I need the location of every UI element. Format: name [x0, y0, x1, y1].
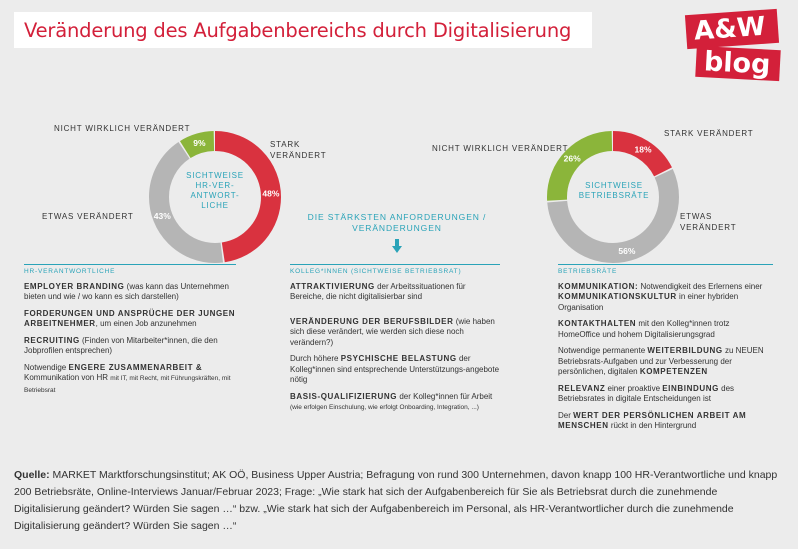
br-label-stark: STARK VERÄNDERT	[664, 129, 754, 138]
list-item: KOMMUNIKATION: Notwendigkeit des Erlerne…	[558, 281, 763, 312]
donut-slice	[149, 131, 281, 263]
infographic-panel: 48% 43% 9% NICHT WIRKLICH VERÄNDERT STARK …	[14, 112, 784, 452]
donut-slice-label: 56%	[618, 246, 635, 256]
donut-slice-label: 43%	[154, 211, 171, 221]
page-title: Veränderung des Aufgabenbereichs durch D…	[24, 19, 572, 42]
hr-center-label: SICHTWEISE HR-VER- ANTWORT- LICHE	[178, 171, 252, 211]
hr-label-stark-2: VERÄNDERT	[270, 151, 327, 160]
br-center-line: BETRIEBSRÄTE	[578, 191, 650, 200]
donut-slice-label: 9%	[193, 138, 206, 148]
col-hr-head: HR-VERANTWORTLICHE	[24, 264, 236, 278]
br-label-etwas-2: VERÄNDERT	[680, 223, 737, 232]
mid-heading-line: DIE STÄRKSTEN ANFORDERUNGEN /	[307, 212, 487, 222]
list-item: FORDERUNGEN UND ANSPRÜCHE DER JUNGEN ARB…	[24, 308, 236, 329]
br-label-nicht: NICHT WIRKLICH VERÄNDERT	[432, 144, 569, 153]
aw-blog-logo[interactable]: A&W blog	[682, 8, 782, 82]
hr-label-etwas: ETWAS VERÄNDERT	[42, 212, 134, 221]
donut-chart-hr: 48% 43% 9%	[149, 131, 281, 263]
list-item: BASIS-QUALIFIZIERUNG der Kolleg*innen fü…	[290, 391, 493, 412]
list-item: ATTRAKTIVIERUNG der Arbeitssituationen f…	[290, 281, 466, 302]
hr-label-nicht: NICHT WIRKLICH VERÄNDERT	[54, 124, 191, 133]
col-betriebsraete-head: BETRIEBSRÄTE	[558, 264, 773, 278]
col-kolleginnen: KOLLEG*INNEN (SICHTWEISE BETRIEBSRAT) AT…	[290, 264, 500, 420]
list-item: Durch höhere PSYCHISCHE BELASTUNG der Ko…	[290, 354, 500, 384]
donut-chart-br: 18% 56% 26%	[547, 131, 679, 263]
logo-top: A&W	[684, 8, 780, 50]
logo-bottom: blog	[695, 45, 781, 82]
source-text: MARKET Marktforschungsinstitut; AK OÖ, B…	[14, 469, 778, 532]
hr-center-line: ANTWORT-	[190, 191, 240, 200]
list-item: RECRUITING (Finden von Mitarbeiter*innen…	[24, 335, 218, 356]
donut-slice	[149, 131, 281, 263]
list-item: RELEVANZ einer proaktive EINBINDUNG des …	[558, 383, 735, 404]
donut-slice-label: 18%	[634, 145, 651, 155]
hr-center-line: HR-VER-	[195, 181, 235, 190]
hr-label-stark-1: STARK	[270, 140, 301, 149]
br-label-etwas-1: ETWAS	[680, 212, 713, 221]
mid-heading: DIE STÄRKSTEN ANFORDERUNGEN / VERÄNDERUN…	[302, 212, 492, 234]
hr-center-line: LICHE	[201, 201, 229, 210]
col-hr: HR-VERANTWORTLICHE EMPLOYER BRANDING (wa…	[24, 264, 236, 402]
list-item: Notwendige permanente WEITERBILDUNG zu N…	[558, 346, 764, 376]
donut-slice-label: 26%	[564, 154, 581, 164]
list-item: EMPLOYER BRANDING (was kann das Unterneh…	[24, 281, 229, 302]
title-box: Veränderung des Aufgabenbereichs durch D…	[14, 12, 592, 48]
donut-slice	[547, 131, 679, 263]
hr-center-line: SICHTWEISE	[186, 171, 244, 180]
list-item: KONTAKTHALTEN mit den Kolleg*innen trotz…	[558, 319, 730, 339]
donut-slice	[547, 131, 679, 263]
col-betriebsraete: BETRIEBSRÄTE KOMMUNIKATION: Notwendigkei…	[558, 264, 773, 438]
list-item: Der WERT DER PERSÖNLICHEN ARBEIT AM MENS…	[558, 410, 747, 431]
list-item: Notwendige ENGERE ZUSAMMENARBEIT & Kommu…	[24, 362, 231, 394]
arrow-down-icon	[392, 239, 402, 253]
mid-heading-line: VERÄNDERUNGEN	[352, 223, 442, 233]
donut-slice-label: 48%	[262, 188, 279, 198]
br-center-label: SICHTWEISE BETRIEBSRÄTE	[574, 181, 654, 201]
donut-slice	[547, 131, 679, 263]
col-kolleginnen-head: KOLLEG*INNEN (SICHTWEISE BETRIEBSRAT)	[290, 264, 500, 278]
source-note: Quelle: MARKET Marktforschungsinstitut; …	[14, 467, 786, 535]
list-item: VERÄNDERUNG DER BERUFSBILDER (wie haben …	[290, 316, 495, 347]
source-label: Quelle:	[14, 469, 50, 481]
br-center-line: SICHTWEISE	[585, 181, 643, 190]
